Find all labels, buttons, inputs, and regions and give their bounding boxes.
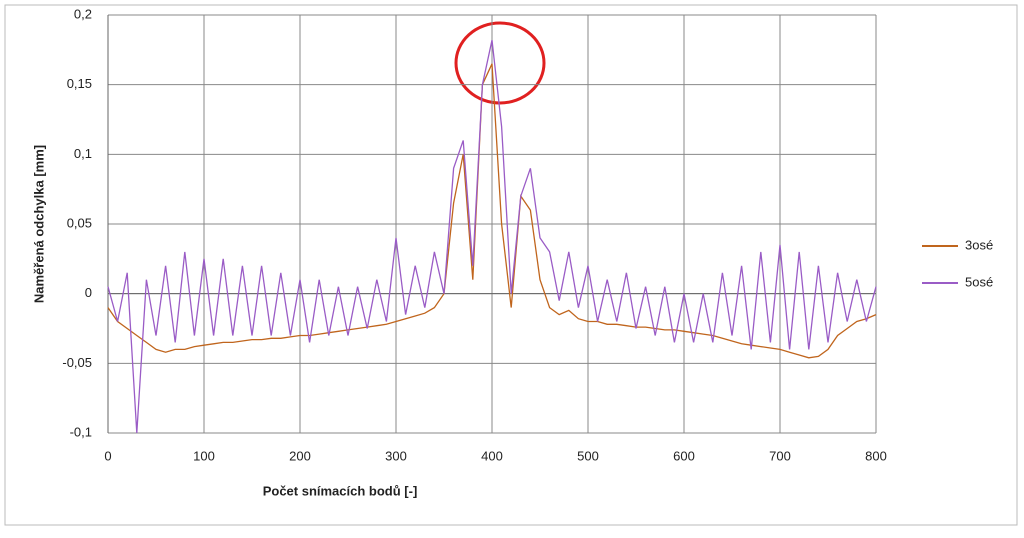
y-tick-label: 0,2 (74, 6, 92, 21)
x-tick-label: 400 (481, 448, 503, 463)
y-axis-title: Naměřená odchylka [mm] (31, 145, 46, 303)
chart-frame (4, 4, 1018, 526)
series-line (107, 63, 877, 359)
y-tick-label: -0,05 (62, 355, 92, 370)
x-tick-label: 700 (769, 448, 791, 463)
x-tick-label: 300 (385, 448, 407, 463)
x-tick-label: 600 (673, 448, 695, 463)
x-tick-label: 200 (289, 448, 311, 463)
highlight-circle (454, 21, 546, 105)
legend-label: 5osé (965, 274, 993, 289)
x-tick-label: 500 (577, 448, 599, 463)
x-tick-label: 0 (104, 448, 111, 463)
x-axis-title: Počet snímacích bodů [-] (263, 483, 418, 498)
x-tick-label: 100 (193, 448, 215, 463)
x-tick-label: 800 (865, 448, 887, 463)
y-tick-label: 0,15 (67, 76, 92, 91)
y-tick-label: 0 (85, 285, 92, 300)
y-tick-label: -0,1 (70, 424, 92, 439)
y-tick-label: 0,05 (67, 215, 92, 230)
legend-label: 3osé (965, 237, 993, 252)
series-line (107, 39, 877, 434)
y-tick-label: 0,1 (74, 146, 92, 161)
